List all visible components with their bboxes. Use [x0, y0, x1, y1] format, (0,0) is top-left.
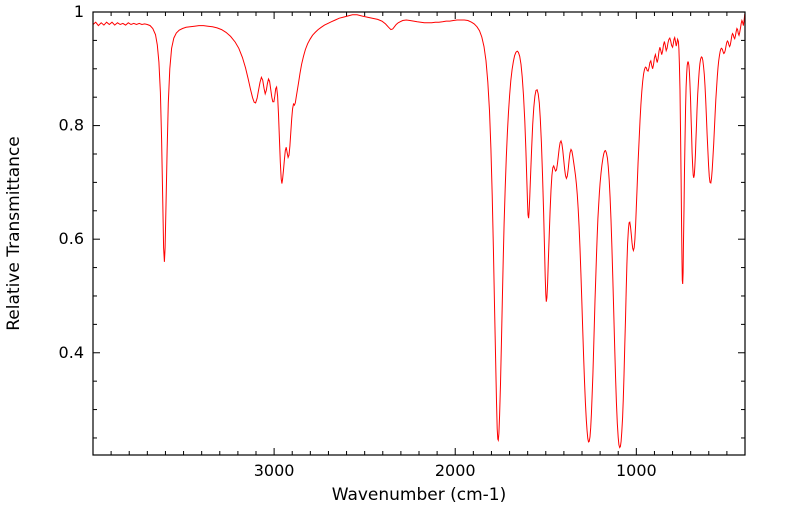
- svg-text:0.8: 0.8: [59, 116, 84, 135]
- minor-ticks: [93, 12, 745, 455]
- svg-text:3000: 3000: [254, 461, 295, 480]
- plot-area: [93, 12, 745, 455]
- x-axis-label: Wavenumber (cm-1): [332, 485, 507, 505]
- svg-text:0.6: 0.6: [59, 229, 84, 248]
- spectrum-line: [92, 13, 746, 449]
- plot-border: [92, 11, 746, 456]
- tick-labels: 3000 2000 1000 0.4 0.6 0.8 1: [59, 2, 657, 480]
- svg-text:0.4: 0.4: [59, 343, 84, 362]
- svg-text:1: 1: [74, 2, 84, 21]
- y-axis-label: Relative Transmittance: [4, 136, 24, 331]
- svg-text:2000: 2000: [435, 461, 476, 480]
- svg-text:1000: 1000: [616, 461, 657, 480]
